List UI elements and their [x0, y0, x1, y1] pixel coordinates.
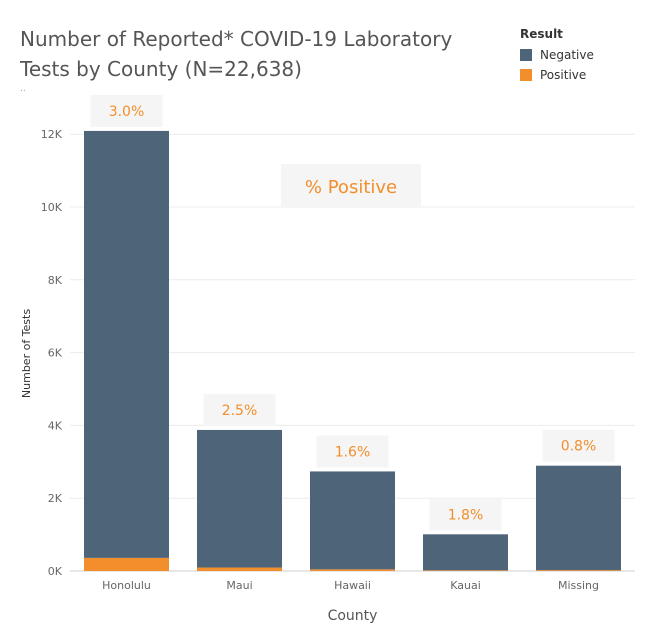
y-tick-label: 10K	[41, 201, 63, 214]
x-tick-label: Honolulu	[102, 579, 151, 592]
chart-title: Number of Reported* COVID-19 Laboratory …	[20, 27, 453, 81]
data-label-box	[203, 393, 276, 426]
bar-positive-hawaii	[310, 569, 395, 571]
bar-negative-hawaii	[310, 471, 395, 570]
y-tick-label: 4K	[48, 419, 63, 432]
y-tick-label: 0K	[48, 565, 63, 578]
x-tick-label: Maui	[226, 579, 252, 592]
bar-negative-missing	[536, 465, 621, 571]
data-label: 2.5%	[222, 403, 258, 419]
y-axis-title: Number of Tests	[20, 309, 33, 398]
y-tick-label: 6K	[48, 347, 63, 360]
bar-negative-kauai	[423, 534, 508, 571]
bar-negative-maui	[197, 429, 282, 568]
legend-swatch-negative	[520, 49, 532, 61]
bar-negative-honolulu	[84, 130, 169, 558]
legend-title: Result	[520, 27, 563, 41]
data-label: 0.8%	[561, 439, 597, 455]
legend-item-positive[interactable]: Positive	[520, 65, 594, 85]
y-tick-label: 8K	[48, 274, 63, 287]
bar-positive-honolulu	[84, 557, 169, 571]
legend-item-negative[interactable]: Negative	[520, 45, 594, 65]
data-label: 1.6%	[335, 444, 371, 460]
x-tick-label: Hawaii	[334, 579, 371, 592]
data-label: 3.0%	[109, 104, 145, 120]
x-tick-label: Kauai	[450, 579, 481, 592]
x-axis-title: County	[328, 608, 378, 624]
bar-positive-missing	[536, 570, 621, 571]
legend-swatch-positive	[520, 69, 532, 81]
annotation-box	[281, 164, 421, 208]
legend: Result Negative Positive	[520, 27, 594, 85]
y-tick-label: 2K	[48, 492, 63, 505]
x-tick-label: Missing	[558, 579, 599, 592]
annotation-text: % Positive	[305, 177, 397, 198]
data-label-box	[316, 435, 389, 468]
y-tick-label: 12K	[41, 128, 63, 141]
data-label-box	[542, 429, 615, 462]
bar-positive-kauai	[423, 570, 508, 571]
footnote-mark: ..	[20, 84, 26, 94]
bar-positive-maui	[197, 567, 282, 571]
legend-label-positive: Positive	[540, 68, 587, 82]
data-label-box	[90, 94, 163, 127]
legend-label-negative: Negative	[540, 48, 594, 62]
data-label-box	[429, 498, 502, 531]
data-label: 1.8%	[448, 507, 484, 523]
